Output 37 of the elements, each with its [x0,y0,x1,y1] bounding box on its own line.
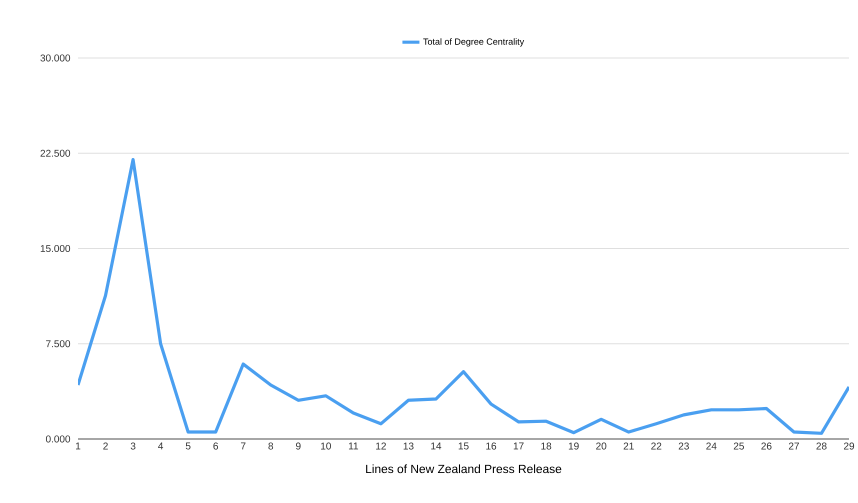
x-tick-label: 13 [404,442,414,450]
x-tick-label: 2 [103,442,108,450]
x-tick-label: 29 [844,442,854,450]
x-tick-label: 14 [431,442,442,450]
y-tick-label: 15.000 [40,244,70,252]
y-tick-label: 22.500 [40,150,70,157]
x-tick-label: 17 [514,442,524,450]
legend-label: Total of Degree Centrality [423,38,524,47]
x-tick-label: 11 [348,442,358,450]
line-series [78,158,850,435]
y-tick-label: 0.000 [46,435,70,443]
x-tick-label: 6 [213,442,218,450]
x-tick-label: 18 [541,442,552,450]
x-tick-label: 9 [296,442,301,450]
x-tick-label: 25 [734,442,744,450]
x-tick-label: 5 [186,442,190,450]
x-tick-label: 10 [321,442,331,450]
x-tick-label: 7 [240,442,246,450]
x-tick-label: 22 [651,442,662,450]
x-tick-label: 27 [788,442,799,450]
x-tick-label: 3 [130,442,136,450]
x-tick-label: 16 [486,442,496,450]
x-tick-label: 4 [158,442,164,450]
x-tick-label: 12 [376,442,386,450]
x-tick-label: 19 [568,442,579,450]
y-tick-label: 30.000 [40,54,70,62]
x-tick-label: 8 [268,442,274,450]
x-tick-label: 24 [706,442,717,450]
x-tick-label: 26 [761,442,772,450]
x-tick-label: 20 [596,442,606,450]
x-axis-title: Lines of New Zealand Press Release [366,464,562,474]
x-tick-label: 1 [76,442,80,450]
x-tick-label: 23 [678,442,689,450]
x-tick-label: 15 [458,442,469,450]
x-tick-label: 28 [816,442,827,450]
x-tick-label: 21 [624,442,634,450]
y-tick-label: 7.500 [46,340,70,348]
